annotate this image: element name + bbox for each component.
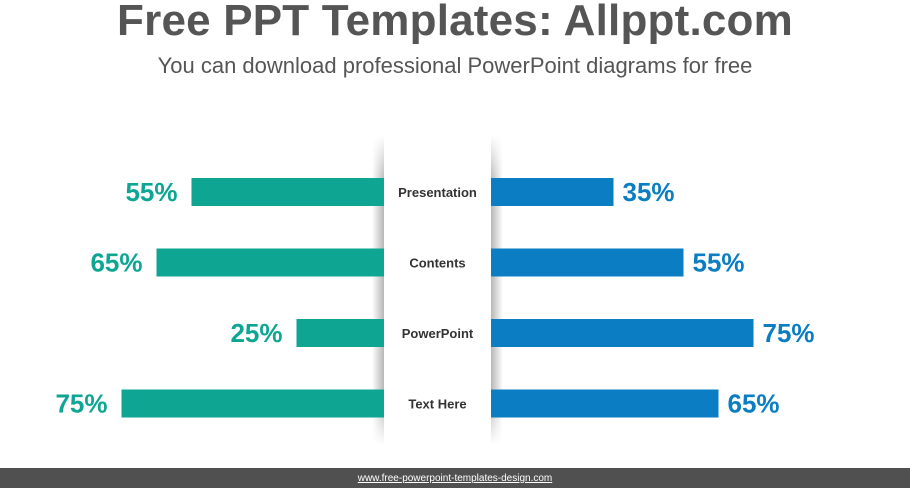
footer-link[interactable]: www.free-powerpoint-templates-design.com xyxy=(357,473,553,484)
center-panel-shadow xyxy=(372,135,503,445)
page-subtitle: You can download professional PowerPoint… xyxy=(157,53,753,78)
right-bar-2 xyxy=(491,319,754,347)
left-bar-1 xyxy=(156,248,384,277)
left-bar-0 xyxy=(191,178,384,206)
category-label-2: PowerPoint xyxy=(402,326,474,341)
footer-bar: www.free-powerpoint-templates-design.com xyxy=(0,468,910,488)
right-bar-0 xyxy=(491,178,614,206)
right-bar-1 xyxy=(491,248,684,277)
page-title: Free PPT Templates: Allppt.com xyxy=(117,0,793,45)
category-label-1: Contents xyxy=(409,256,465,271)
left-value-label-0: 55% xyxy=(125,177,177,207)
right-value-label-1: 55% xyxy=(693,248,745,278)
left-value-label-1: 65% xyxy=(90,248,142,278)
center-panel xyxy=(384,138,491,442)
left-value-label-2: 25% xyxy=(230,318,282,348)
left-bar-2 xyxy=(296,319,384,347)
right-value-label-3: 65% xyxy=(728,389,780,419)
right-value-label-0: 35% xyxy=(623,177,675,207)
right-value-label-2: 75% xyxy=(763,318,815,348)
category-label-3: Text Here xyxy=(408,397,466,412)
left-bar-3 xyxy=(121,389,384,418)
butterfly-bar-chart: 55% 35% Presentation 65% 55% Contents 25% 75% Po… xyxy=(55,135,815,445)
category-label-0: Presentation xyxy=(398,185,477,200)
left-value-label-3: 75% xyxy=(55,389,107,419)
right-bar-3 xyxy=(491,389,719,418)
